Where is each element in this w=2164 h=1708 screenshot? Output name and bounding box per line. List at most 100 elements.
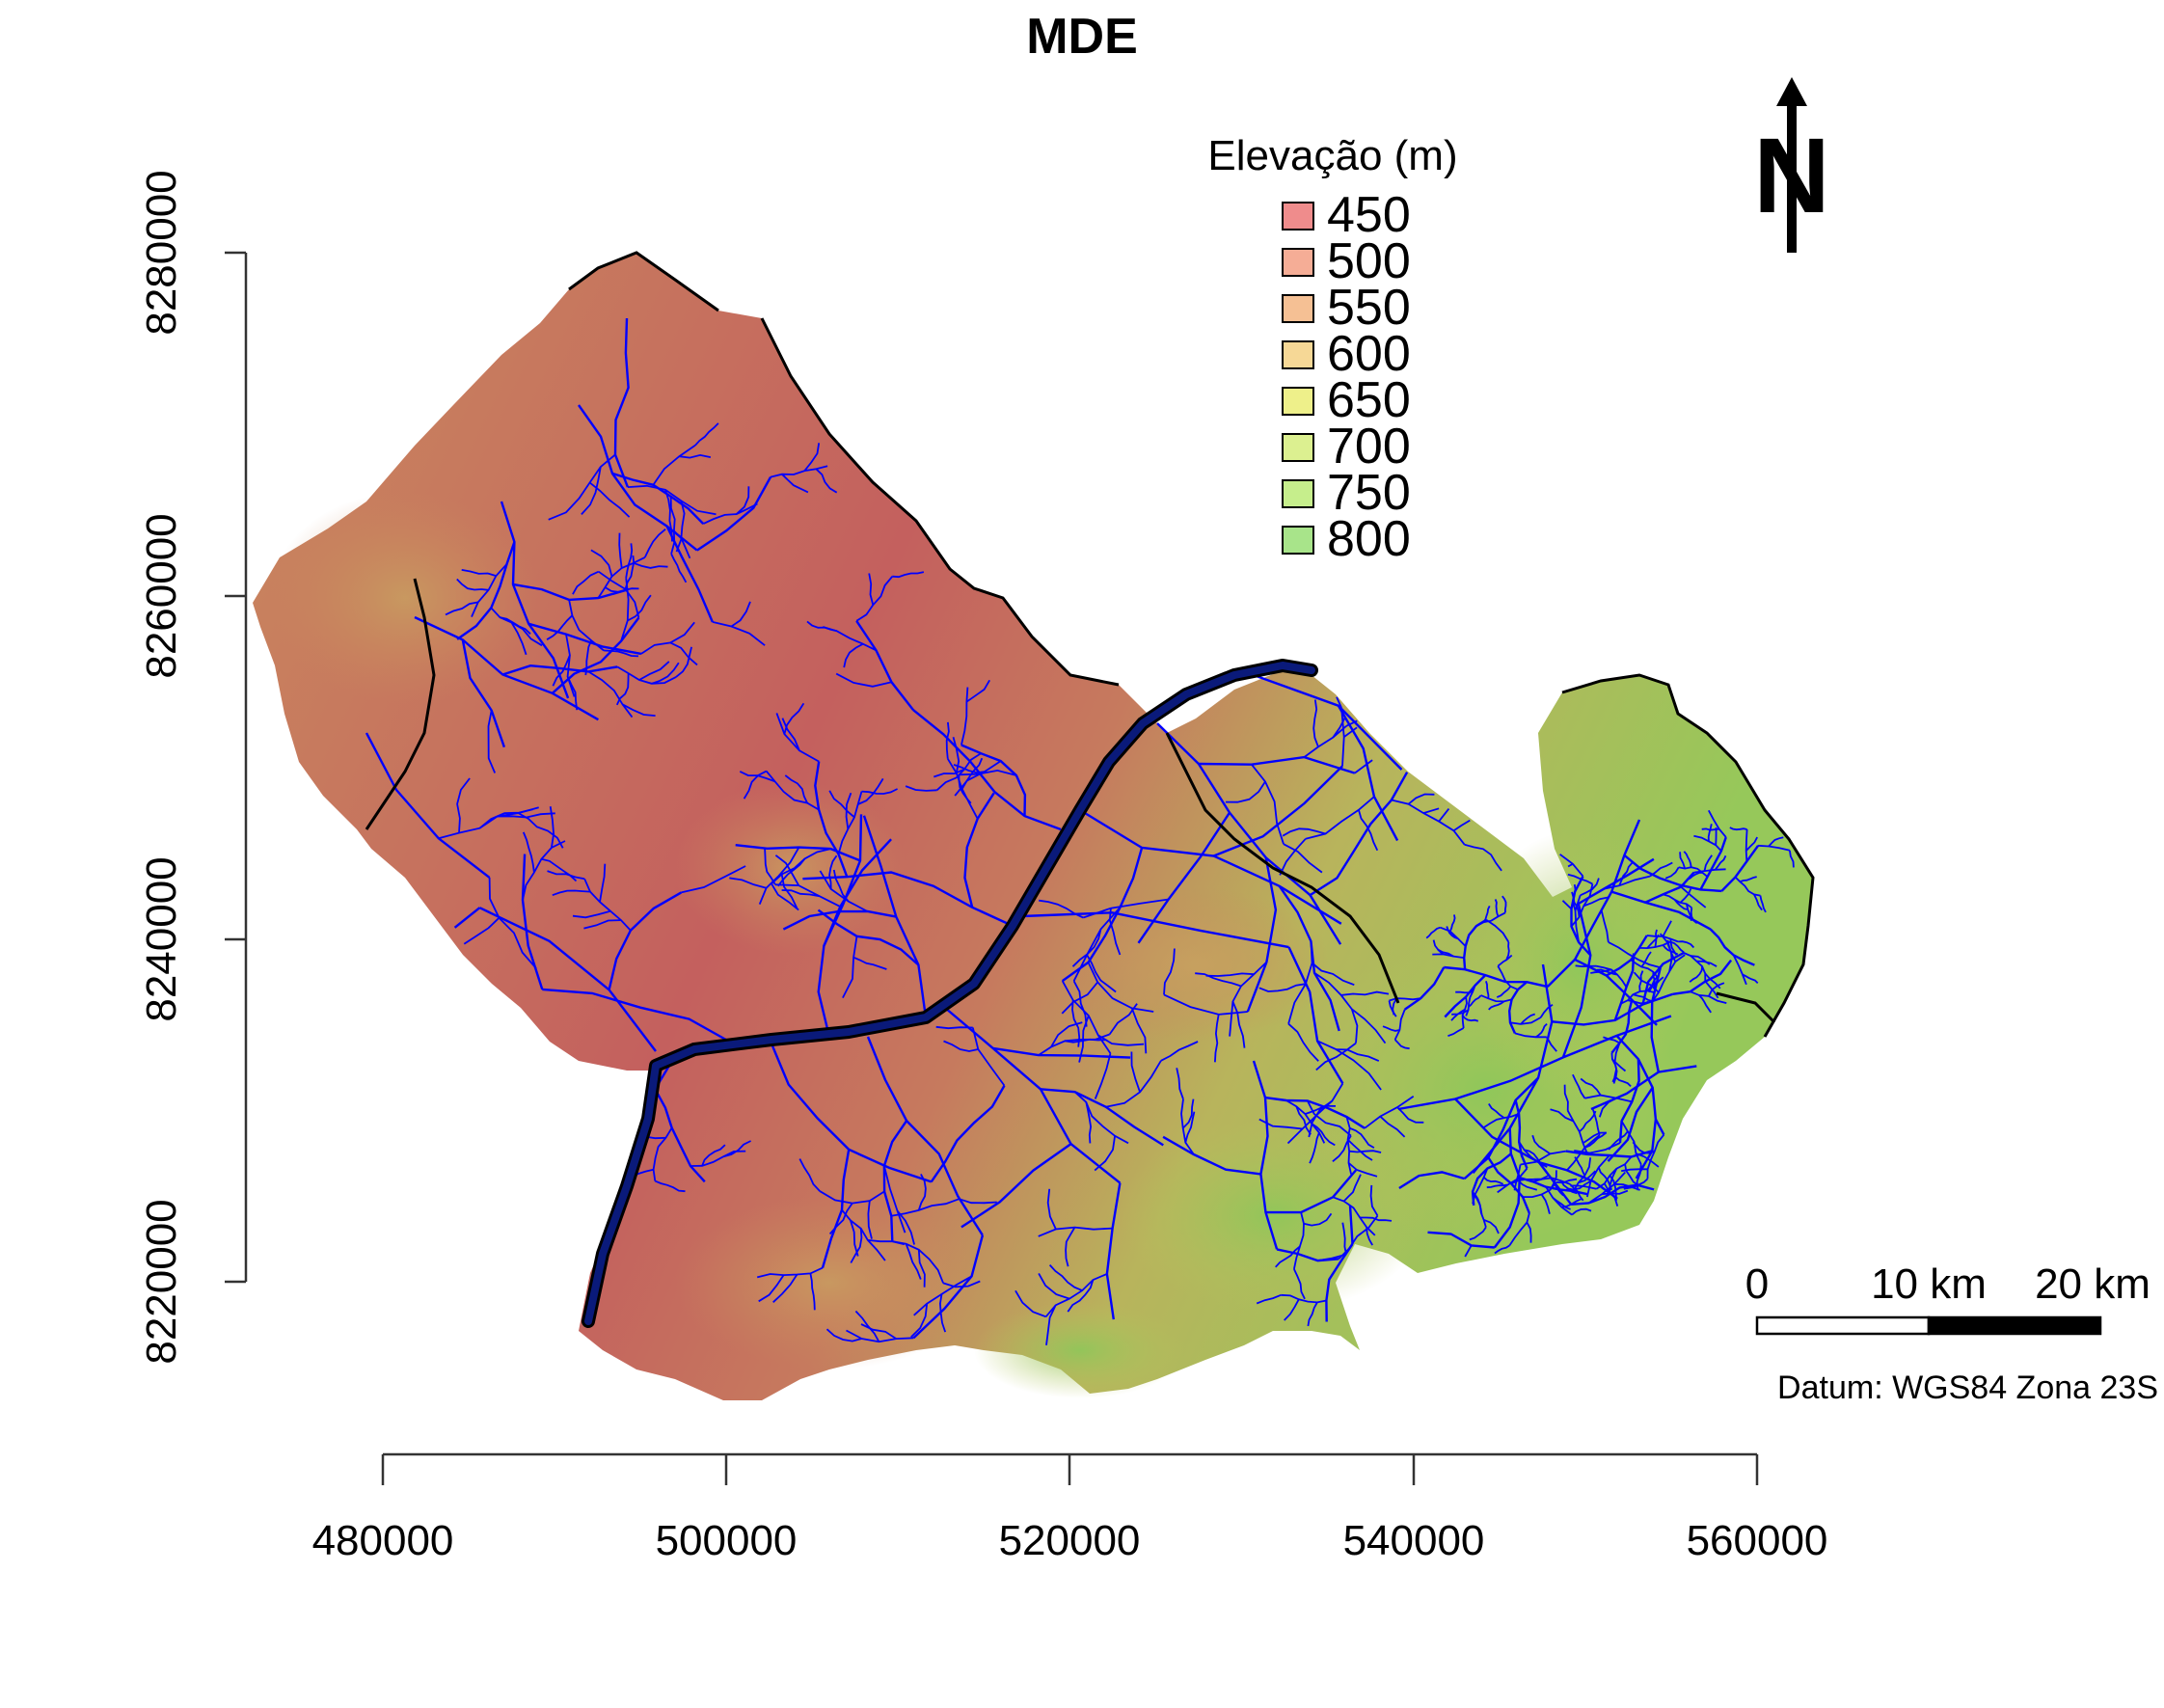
stream-segment	[781, 474, 809, 494]
stream-segment	[1287, 1022, 1319, 1062]
stream-segment	[1759, 895, 1767, 913]
x-tick-label: 560000	[1687, 1517, 1828, 1564]
stream-segment	[1382, 1025, 1400, 1032]
stream-segment	[1422, 807, 1440, 814]
stream-segment	[1461, 1015, 1479, 1022]
stream-segment	[1573, 1157, 1592, 1192]
stream-segment	[891, 1198, 960, 1217]
stream-segment	[1488, 1103, 1505, 1119]
catchment-area	[253, 253, 1813, 1400]
stream-segment	[675, 646, 692, 678]
stream-segment	[581, 466, 602, 516]
stream-segment	[1345, 1116, 1352, 1175]
stream-segment	[1427, 1231, 1495, 1249]
stream-segment	[965, 679, 990, 703]
stream-segment	[1610, 890, 1712, 931]
stream-segment	[1561, 903, 1592, 1058]
stream-segment	[1467, 994, 1482, 1008]
x-tick-label: 480000	[312, 1517, 454, 1564]
stream-segment	[1451, 1009, 1470, 1016]
stream-segment	[1438, 808, 1450, 823]
stream-segment	[584, 639, 592, 676]
stream-segment	[857, 777, 884, 805]
stream-segment	[1163, 993, 1248, 1016]
stream-segment	[1316, 1040, 1382, 1091]
stream-segment	[958, 774, 972, 804]
stream-segment	[694, 422, 719, 447]
stream-segment	[1086, 954, 1117, 993]
stream-segment	[1347, 1162, 1378, 1178]
stream-segment	[681, 865, 746, 894]
stream-segment	[1679, 888, 1692, 904]
stream-segment	[1341, 1222, 1347, 1255]
stream-segment	[643, 529, 666, 558]
stream-segment	[1615, 1035, 1658, 1179]
stream-segment	[1336, 1048, 1380, 1062]
stream-segment	[1571, 1183, 1655, 1206]
stream-segment	[1065, 1227, 1076, 1267]
stream-segment	[1520, 1150, 1566, 1166]
legend-label: 450	[1327, 187, 1411, 243]
stream-segment	[1519, 1176, 1588, 1196]
stream-segment	[1278, 885, 1340, 1032]
stream-segment	[640, 621, 695, 655]
stream-segment	[1745, 836, 1758, 852]
stream-segment	[1340, 707, 1345, 767]
stream-segment	[835, 672, 892, 688]
stream-segment	[1287, 946, 1344, 1085]
stream-segment	[1654, 1118, 1665, 1136]
stream-segment	[546, 614, 574, 640]
stream-segment	[1306, 1099, 1352, 1137]
stream-segment	[1698, 994, 1712, 1014]
stream-segment	[1312, 699, 1319, 747]
stream-segment	[1195, 972, 1242, 988]
stream-segment	[1753, 894, 1763, 911]
x-axis	[381, 1452, 1759, 1485]
stream-segment	[1087, 962, 1154, 1013]
stream-segment	[1160, 1041, 1199, 1062]
stream-segment	[730, 601, 751, 628]
stream-segment	[1603, 875, 1651, 890]
y-tick-label: 8260000	[138, 513, 185, 678]
stream-segment	[1574, 958, 1658, 1026]
stream-segment	[1071, 999, 1081, 1047]
stream-segment	[438, 806, 539, 840]
stream-segment	[764, 849, 776, 885]
stream-segment	[1342, 1174, 1362, 1203]
legend-swatch	[1282, 248, 1314, 277]
stream-segment	[1608, 941, 1662, 969]
stream-segment	[1524, 1149, 1541, 1164]
stream-segment	[1693, 834, 1722, 853]
stream-segment	[1038, 1272, 1070, 1300]
stream-segment	[627, 484, 717, 516]
stream-segment	[1497, 1167, 1528, 1194]
stream-segment	[456, 541, 516, 640]
scale-bar: 0 10 km 20 km	[1745, 1261, 2150, 1336]
stream-segment	[882, 1120, 908, 1242]
stream-segment	[1578, 1170, 1597, 1184]
stream-segment	[527, 622, 642, 656]
stream-segment	[860, 1323, 897, 1340]
stream-segment	[1494, 899, 1500, 917]
stream-segment	[1662, 920, 1672, 937]
stream-segment	[1448, 914, 1456, 933]
stream-segment	[1105, 1182, 1122, 1320]
stream-segment	[1742, 973, 1759, 985]
stream-segment	[1225, 781, 1266, 803]
legend-swatch	[1282, 202, 1314, 230]
stream-segment	[784, 774, 808, 803]
stream-segment	[1729, 827, 1747, 831]
stream-segment	[819, 1190, 885, 1205]
stream-segment	[1673, 899, 1690, 911]
stream-segment	[1404, 966, 1446, 1011]
legend-swatch	[1282, 526, 1314, 555]
stream-segment	[1293, 1268, 1306, 1300]
stream-segment	[1654, 929, 1658, 948]
stream-segment	[1611, 1058, 1627, 1072]
stream-segment	[1303, 1212, 1333, 1227]
stream-segment	[1566, 1180, 1591, 1191]
stream-segment	[1444, 965, 1548, 989]
